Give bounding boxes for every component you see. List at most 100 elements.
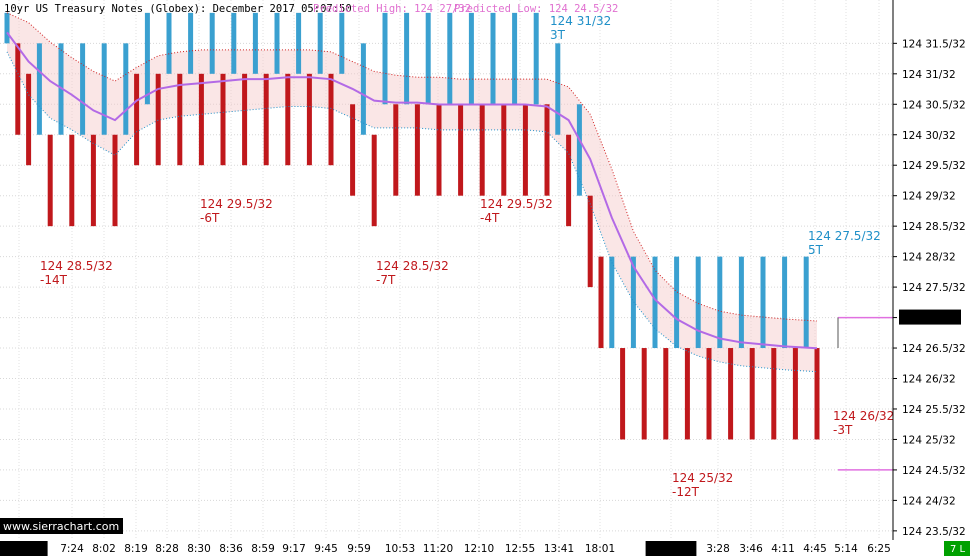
down-column [112, 134, 118, 227]
x-tick-label: 8:36 [219, 543, 243, 555]
up-column [36, 43, 42, 135]
up-column [382, 12, 388, 105]
up-column [123, 43, 129, 135]
down-column [285, 73, 291, 166]
down-column [242, 73, 248, 166]
y-tick-label: 124 29.5/32 [902, 160, 966, 172]
indicator-lines [6, 12, 893, 471]
x-tick-label: 11-1 We [649, 543, 692, 555]
y-tick-label: 124 31.5/32 [902, 38, 966, 50]
y-tick-label: 124 25/32 [902, 434, 956, 446]
down-column [69, 134, 75, 227]
up-column [80, 43, 86, 135]
down-column [328, 73, 334, 166]
up-column [360, 43, 366, 135]
down-column [598, 256, 604, 349]
y-tick-label: 124 28.5/32 [902, 221, 966, 233]
bands [7, 12, 817, 372]
x-tick-label: 4:45 [803, 543, 827, 555]
watermark[interactable]: www.sierrachart.com [0, 518, 123, 534]
band-fill [7, 12, 817, 372]
watermark-text[interactable]: www.sierrachart.com [3, 520, 119, 533]
current-price-label: 124 27/32 [902, 313, 956, 325]
y-tick-label: 124 23.5/32 [902, 526, 966, 538]
annotation-price: 124 31/32 [550, 14, 611, 28]
corner-label: 7 L [950, 544, 966, 555]
down-column [371, 134, 377, 227]
y-tick-label: 124 24.5/32 [902, 465, 966, 477]
up-column [674, 256, 680, 349]
x-axis: 10-31 Tu 7:24 8:02 8:19 8:28 8:30 8:36 8:59 9:17… [0, 541, 891, 556]
up-column [231, 12, 237, 74]
annotation-ticks: -14T [40, 273, 68, 287]
annotation-price: 124 29.5/32 [480, 197, 553, 211]
down-column [522, 104, 528, 196]
down-column [414, 104, 420, 196]
annotation-price: 124 26/32 [833, 409, 894, 423]
up-column [760, 256, 766, 349]
down-column [306, 73, 312, 166]
up-column [533, 12, 539, 105]
x-tick-label: 12:10 [464, 543, 494, 555]
annotation-ticks: -4T [480, 211, 500, 225]
annotation-ticks: 5T [808, 243, 824, 257]
corner-indicator: 7 L [944, 541, 970, 556]
down-column [684, 348, 690, 440]
y-tick-label: 124 29/32 [902, 191, 956, 203]
down-column [814, 348, 820, 440]
up-column [782, 256, 788, 349]
moving-average-line [6, 31, 818, 350]
y-tick-label: 124 30/32 [902, 130, 956, 142]
down-column [26, 73, 32, 166]
up-column [630, 256, 636, 349]
x-tick-label: 10-31 Tu [0, 543, 42, 555]
x-tick-label: 12:55 [505, 543, 535, 555]
x-tick-label: 18:01 [585, 543, 615, 555]
down-column [749, 348, 755, 440]
down-column [641, 348, 647, 440]
up-column [209, 12, 215, 74]
annotation-price: 124 28.5/32 [376, 259, 449, 273]
x-tick-label: 9:59 [347, 543, 371, 555]
down-column [501, 104, 507, 196]
down-column [728, 348, 734, 440]
bars [4, 12, 820, 440]
down-column [706, 348, 712, 440]
x-tick-label: 7:24 [60, 543, 84, 555]
up-column [609, 256, 615, 349]
up-column [144, 12, 150, 105]
down-column [47, 134, 53, 227]
down-column [90, 134, 96, 227]
up-column [425, 12, 431, 105]
up-column [490, 12, 496, 105]
up-column [652, 256, 658, 349]
y-axis: 124 31.5/32 124 31/32 124 30.5/32 124 30/32… [892, 0, 966, 540]
up-column [404, 12, 410, 105]
x-tick-label: 8:59 [251, 543, 275, 555]
down-column [587, 195, 593, 288]
x-tick-label: 4:11 [771, 543, 795, 555]
down-column [458, 104, 464, 196]
down-column [134, 73, 140, 166]
up-column [447, 12, 453, 105]
down-column [436, 104, 442, 196]
up-column [576, 104, 582, 196]
down-column [566, 134, 572, 227]
up-column [738, 256, 744, 349]
up-column [512, 12, 518, 105]
down-column [393, 104, 399, 196]
y-tick-label: 124 27.5/32 [902, 282, 966, 294]
annotation-ticks: -6T [200, 211, 220, 225]
up-column [252, 12, 258, 74]
current-price-tag [899, 309, 961, 325]
x-tick-label: 8:02 [92, 543, 116, 555]
lower-band-line [6, 51, 818, 373]
x-tick-highlight [645, 541, 697, 556]
annotation-ticks: -7T [376, 273, 396, 287]
x-tick-label: 5:14 [834, 543, 858, 555]
annotation-ticks: 3T [550, 28, 566, 42]
x-tick-label: 10:53 [385, 543, 415, 555]
y-tick-label: 124 25.5/32 [902, 404, 966, 416]
